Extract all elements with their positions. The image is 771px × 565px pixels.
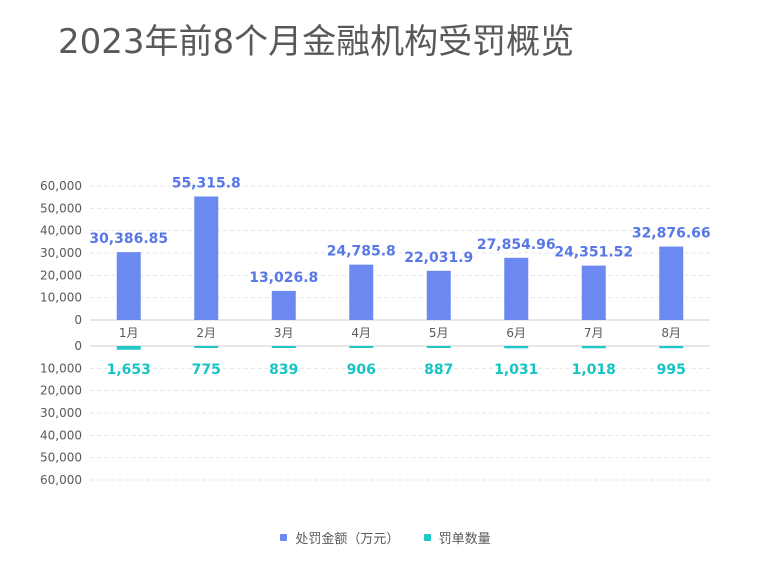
- data-label-count: 1,018: [572, 362, 616, 378]
- y-tick-label-bottom: 40,000: [40, 428, 82, 442]
- bar-count-2: [194, 346, 219, 348]
- y-tick-label-bottom: 60,000: [40, 473, 82, 487]
- bar-fine-7: [581, 265, 606, 320]
- x-tick-label: 7月: [584, 326, 604, 340]
- bar-count-5: [426, 346, 451, 348]
- y-tick-label-top: 50,000: [40, 201, 82, 215]
- y-tick-label-bottom: 20,000: [40, 384, 82, 398]
- bar-fine-1: [116, 252, 141, 320]
- bar-fine-6: [504, 257, 529, 320]
- bar-count-4: [349, 346, 374, 349]
- data-label-count: 1,653: [107, 362, 151, 378]
- x-tick-label: 3月: [274, 326, 294, 340]
- legend-label-count: 罚单数量: [438, 532, 491, 547]
- legend-item-fine[interactable]: 处罚金额（万元）: [280, 528, 399, 547]
- data-label-count: 906: [347, 362, 376, 378]
- data-label-count: 887: [424, 362, 453, 378]
- bar-count-8: [659, 346, 684, 349]
- data-label-count: 995: [657, 362, 686, 378]
- x-tick-label: 1月: [119, 326, 139, 340]
- bar-count-6: [504, 346, 529, 349]
- y-tick-label-top: 0: [74, 313, 82, 327]
- legend-swatch-count: [423, 534, 431, 541]
- data-label-fine: 55,315.8: [172, 175, 241, 191]
- bar-fine-3: [271, 290, 296, 320]
- bar-fine-5: [426, 270, 451, 320]
- bar-fine-8: [659, 246, 684, 320]
- legend-item-count[interactable]: 罚单数量: [423, 528, 491, 547]
- legend-label-fine: 处罚金额（万元）: [295, 532, 400, 547]
- bar-count-1: [116, 346, 141, 350]
- data-label-fine: 22,031.9: [404, 250, 473, 266]
- y-tick-label-top: 10,000: [40, 291, 82, 305]
- x-tick-label: 8月: [661, 326, 681, 340]
- data-label-fine: 24,785.8: [327, 244, 396, 260]
- data-label-fine: 13,026.8: [249, 270, 318, 286]
- x-tick-label: 2月: [196, 326, 216, 340]
- x-tick-label: 6月: [506, 326, 526, 340]
- data-label-fine: 30,386.85: [89, 231, 168, 247]
- data-label-fine: 27,854.96: [477, 237, 556, 253]
- bar-fine-4: [349, 264, 374, 320]
- y-tick-label-bottom: 10,000: [40, 361, 82, 375]
- x-tick-label: 5月: [429, 326, 449, 340]
- y-tick-label-top: 30,000: [40, 246, 82, 260]
- legend-swatch-fine: [280, 534, 288, 541]
- y-tick-label-bottom: 30,000: [40, 406, 82, 420]
- y-tick-label-bottom: 50,000: [40, 451, 82, 465]
- x-tick-label: 4月: [351, 326, 371, 340]
- y-tick-label-bottom: 0: [74, 339, 82, 353]
- data-label-fine: 32,876.66: [632, 226, 711, 242]
- bar-count-7: [581, 346, 606, 349]
- data-label-count: 1,031: [494, 362, 538, 378]
- data-label-count: 839: [269, 362, 298, 378]
- data-label-fine: 24,351.52: [554, 245, 633, 261]
- y-tick-label-top: 40,000: [40, 224, 82, 238]
- data-label-count: 775: [192, 362, 221, 378]
- chart-legend: 处罚金额（万元） 罚单数量: [0, 528, 771, 547]
- chart-title: 2023年前8个月金融机构受罚概览: [58, 22, 575, 62]
- y-tick-label-top: 20,000: [40, 268, 82, 282]
- bar-count-3: [271, 346, 296, 348]
- bar-fine-2: [194, 196, 219, 320]
- y-tick-label-top: 60,000: [40, 179, 82, 193]
